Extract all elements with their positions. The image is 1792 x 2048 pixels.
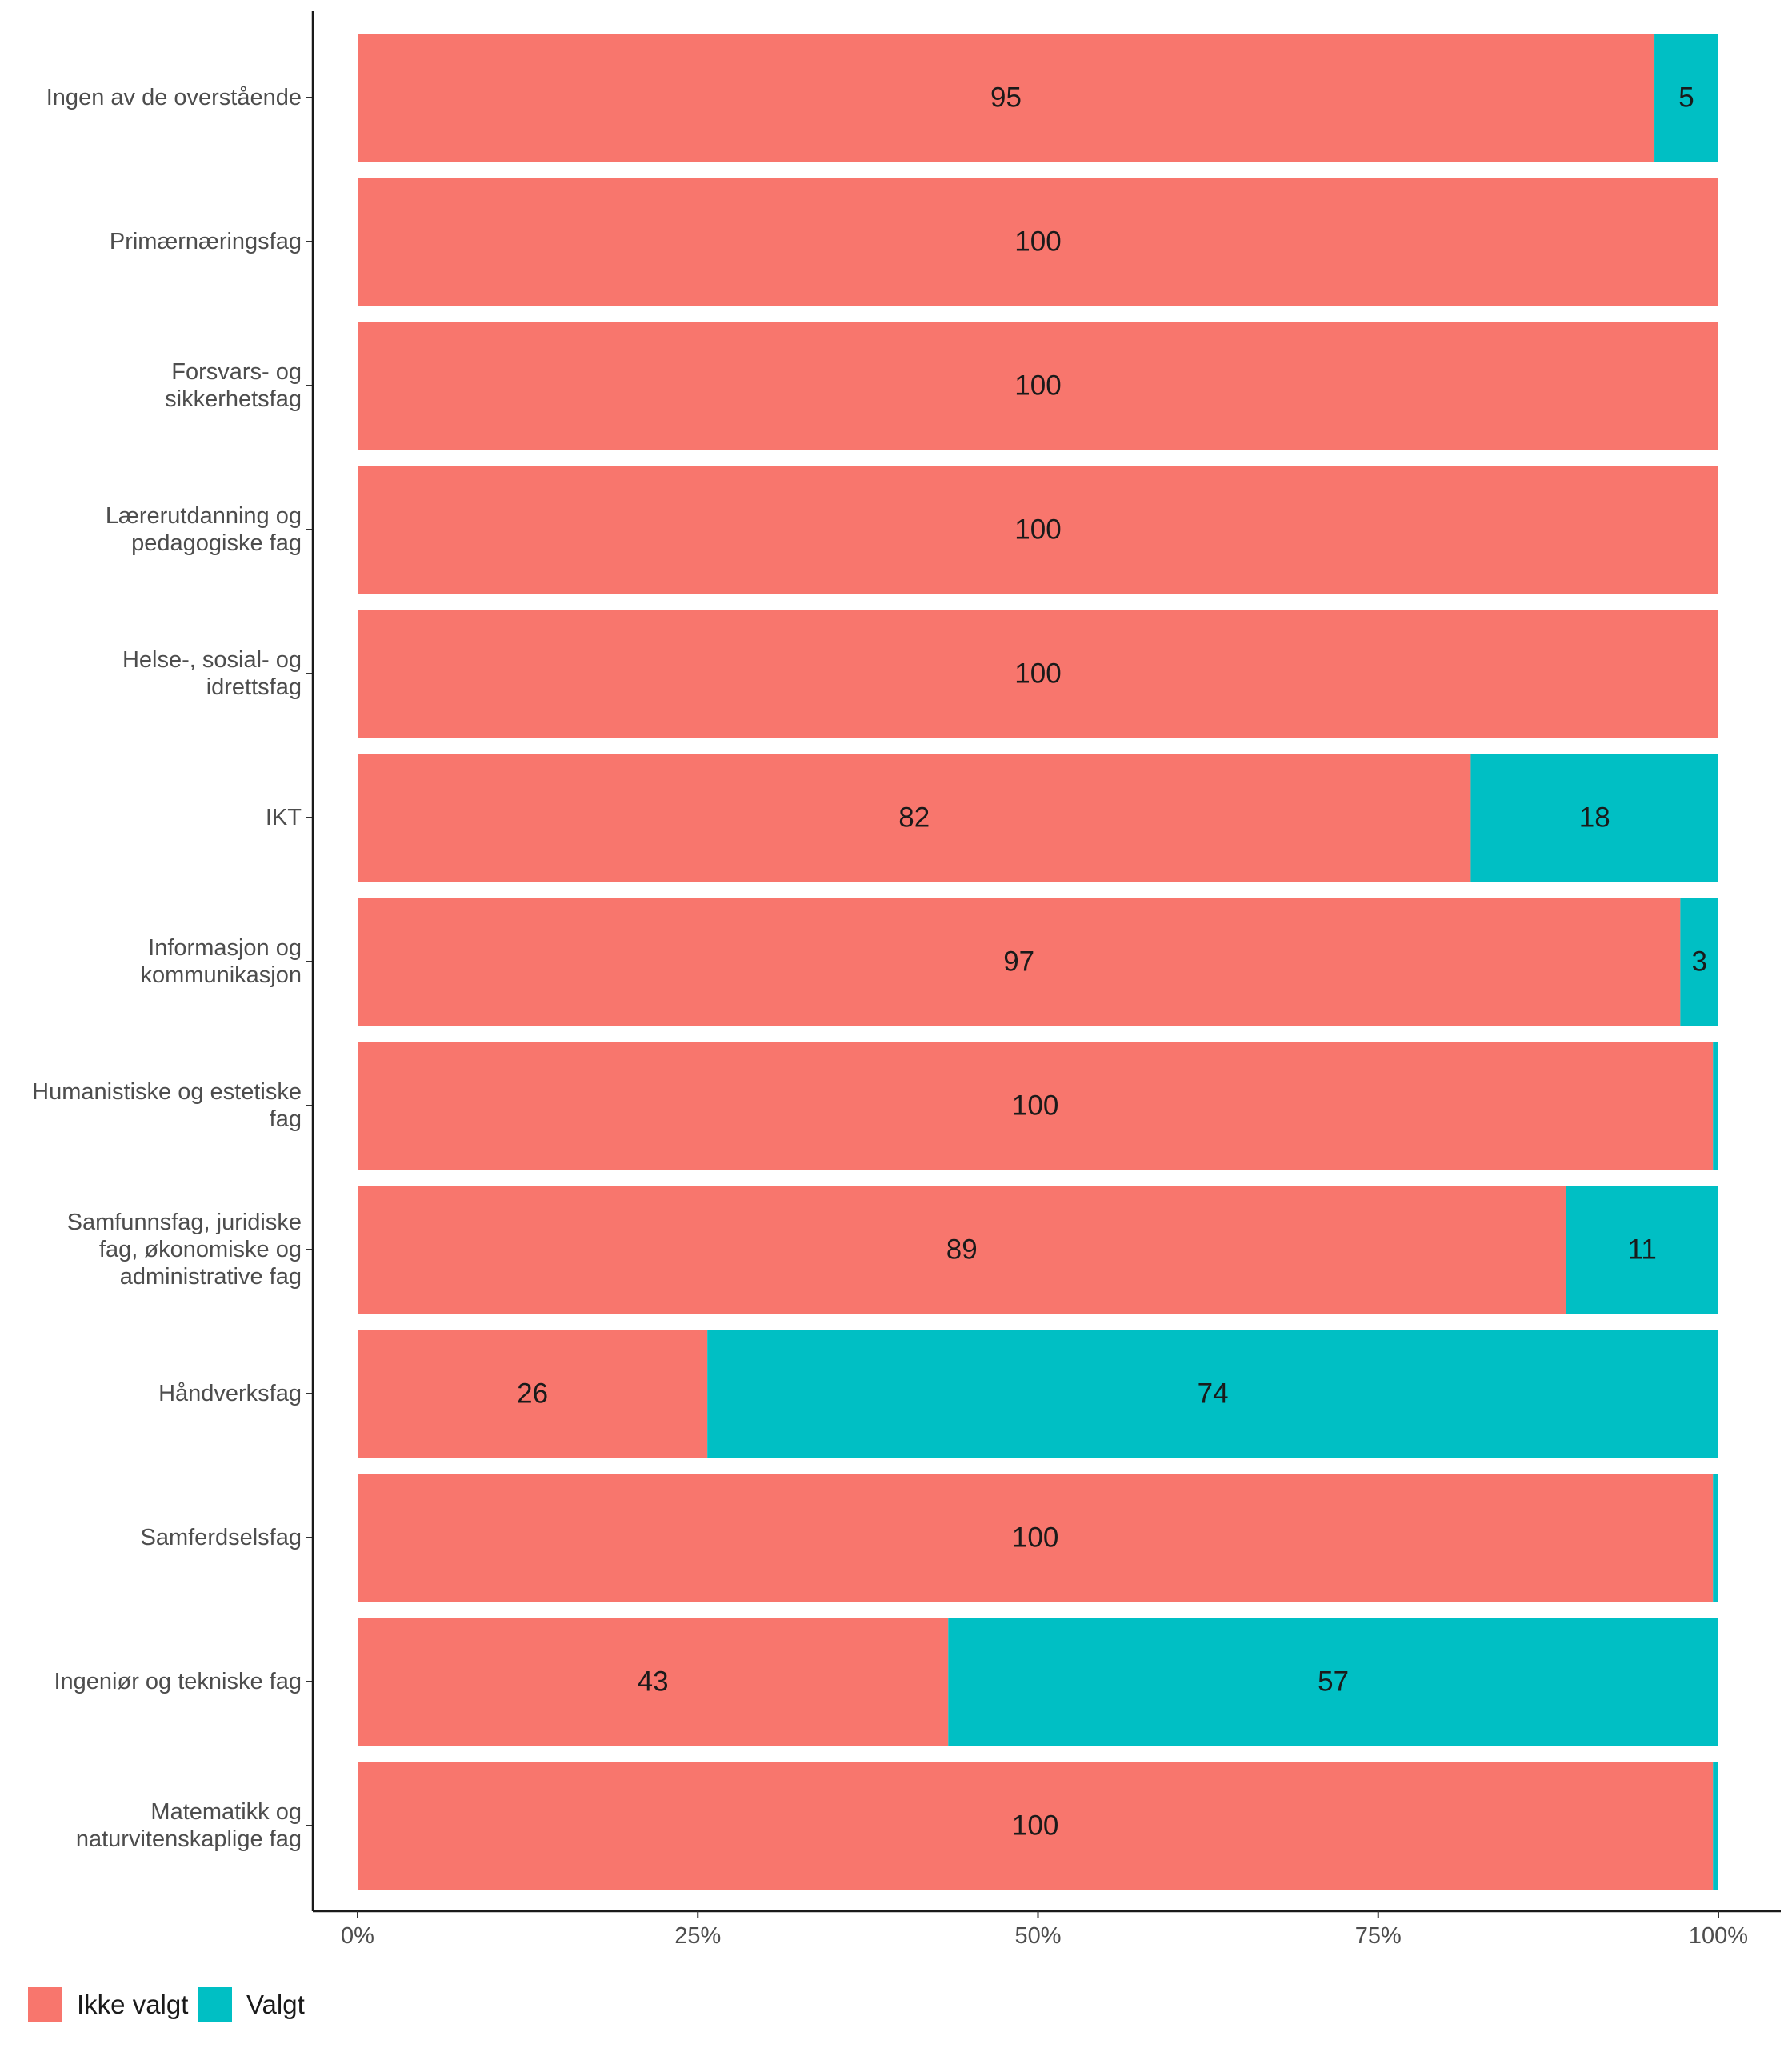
data-label-ikke-valgt-9: 26	[517, 1378, 548, 1410]
bar-segment-valgt-7	[1713, 1042, 1718, 1170]
category-label: Matematikk og naturvitenskaplige fag	[76, 1799, 302, 1852]
bar-segment-ikke-valgt-11	[358, 1618, 949, 1746]
legend-key-ikke-valgt	[28, 1987, 62, 2022]
data-label-valgt-0: 5	[1678, 82, 1694, 114]
data-label-valgt-11: 57	[1318, 1666, 1349, 1698]
legend-key-valgt	[198, 1987, 232, 2022]
bar-segment-valgt-12	[1713, 1762, 1718, 1890]
data-labels-layer: 95 5 100 100 100 100 82 18 97 3 100 89 11 26 74 100 43 57…	[517, 82, 1707, 1842]
data-label-ikke-valgt-2: 100	[1014, 370, 1061, 402]
category-label: Ingeniør og tekniske fag	[54, 1669, 302, 1694]
x-tick-label: 50%	[1014, 1923, 1061, 1949]
axes-layer: 0% 25% 50% 75% 100%	[306, 11, 1781, 1949]
data-label-ikke-valgt-10: 100	[1012, 1522, 1058, 1554]
bar-segment-ikke-valgt-3	[358, 466, 1718, 594]
data-label-valgt-8: 11	[1628, 1234, 1657, 1266]
category-label: Forsvars- og sikkerhetsfag	[165, 359, 302, 412]
data-label-ikke-valgt-12: 100	[1012, 1810, 1058, 1842]
legend: Ikke valgt Valgt	[28, 1987, 305, 2022]
bar-segment-valgt-10	[1713, 1474, 1718, 1602]
bar-segment-ikke-valgt-6	[358, 898, 1681, 1026]
data-label-ikke-valgt-5: 82	[898, 802, 930, 834]
category-label: Helse-, sosial- og idrettsfag	[122, 647, 302, 700]
data-label-ikke-valgt-4: 100	[1014, 658, 1061, 690]
bar-segment-ikke-valgt-12	[358, 1762, 1714, 1890]
data-label-ikke-valgt-11: 43	[638, 1666, 669, 1698]
x-tick-label: 75%	[1355, 1923, 1402, 1949]
bar-segment-valgt-9	[707, 1330, 1718, 1458]
category-label: Håndverksfag	[158, 1381, 302, 1406]
bar-segment-valgt-11	[948, 1618, 1718, 1746]
bar-segment-ikke-valgt-7	[358, 1042, 1714, 1170]
data-label-ikke-valgt-1: 100	[1014, 226, 1061, 258]
bar-segment-ikke-valgt-0	[358, 34, 1655, 162]
bar-segment-ikke-valgt-9	[358, 1330, 708, 1458]
category-label: Humanistiske og estetiske fag	[32, 1079, 302, 1132]
category-labels-layer: Ingen av de overstående Primærnæringsfag F…	[32, 85, 302, 1852]
data-label-ikke-valgt-7: 100	[1012, 1090, 1058, 1122]
legend-label-ikke-valgt: Ikke valgt	[77, 1990, 188, 2019]
category-label: Ingen av de overstående	[46, 85, 302, 110]
data-label-valgt-9: 74	[1198, 1378, 1229, 1410]
x-tick-label: 0%	[341, 1923, 374, 1949]
category-label: IKT	[266, 805, 302, 830]
legend-label-valgt: Valgt	[246, 1990, 305, 2019]
bar-segment-ikke-valgt-5	[358, 754, 1471, 882]
data-label-ikke-valgt-6: 97	[1003, 946, 1034, 978]
bars-layer	[358, 34, 1718, 1890]
bar-segment-ikke-valgt-2	[358, 322, 1718, 450]
bar-segment-ikke-valgt-8	[358, 1186, 1566, 1314]
data-label-valgt-6: 3	[1691, 946, 1706, 978]
x-tick-label: 25%	[674, 1923, 721, 1949]
category-label: Samferdselsfag	[141, 1525, 302, 1550]
data-label-valgt-5: 18	[1579, 802, 1610, 834]
bar-segment-ikke-valgt-4	[358, 610, 1718, 738]
data-label-ikke-valgt-0: 95	[990, 82, 1022, 114]
category-label: Lærerutdanning og pedagogiske fag	[106, 503, 302, 556]
bar-segment-valgt-5	[1470, 754, 1718, 882]
data-label-ikke-valgt-3: 100	[1014, 514, 1061, 546]
bar-segment-ikke-valgt-1	[358, 178, 1718, 306]
bar-segment-valgt-6	[1680, 898, 1718, 1026]
x-tick-label: 100%	[1689, 1923, 1748, 1949]
bar-segment-valgt-8	[1566, 1186, 1718, 1314]
category-label: Informasjon og kommunikasjon	[141, 935, 302, 988]
bar-segment-ikke-valgt-10	[358, 1474, 1714, 1602]
data-label-ikke-valgt-8: 89	[946, 1234, 978, 1266]
category-label: Primærnæringsfag	[110, 229, 302, 254]
category-label: Samfunnsfag, juridiske fag, økonomiske og…	[67, 1210, 302, 1290]
bar-segment-valgt-0	[1654, 34, 1718, 162]
